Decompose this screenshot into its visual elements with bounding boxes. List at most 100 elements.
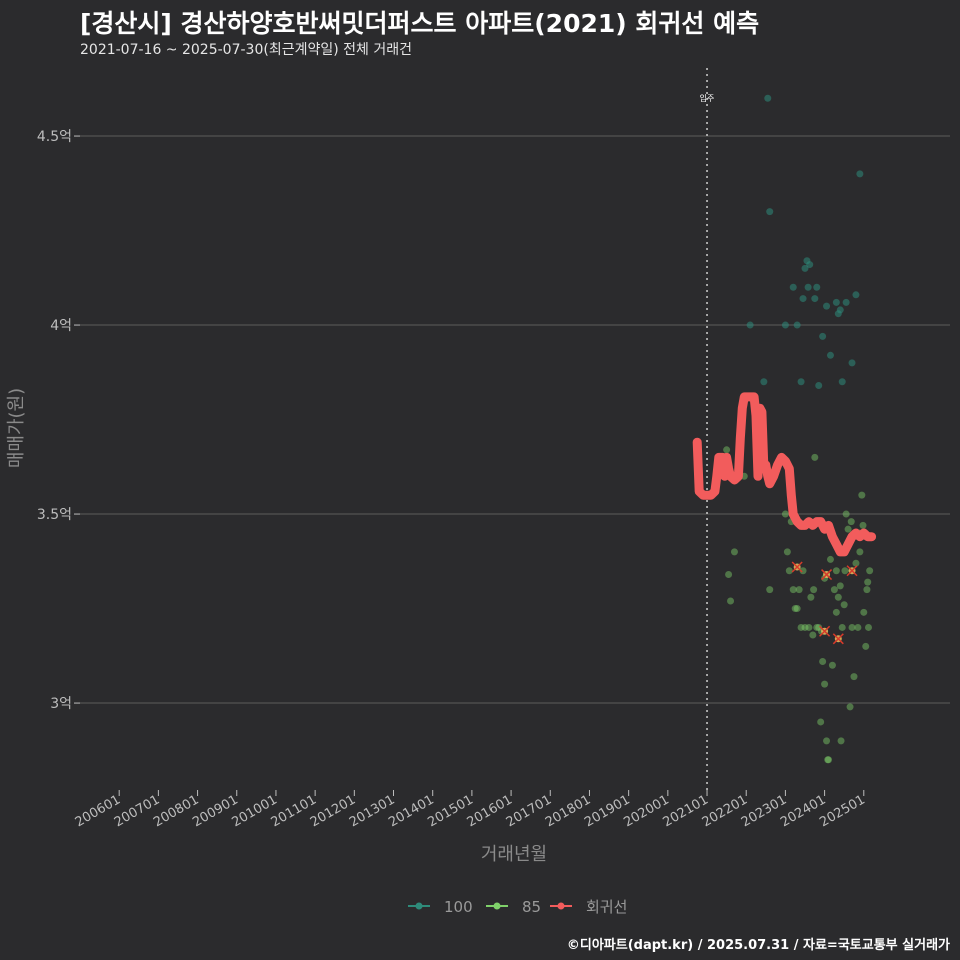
point-85 <box>823 737 831 745</box>
point-85 <box>797 623 805 631</box>
point-100 <box>793 321 801 329</box>
point-85 <box>836 582 844 590</box>
highlight-marker <box>819 625 831 637</box>
legend-label: 85 <box>522 898 541 916</box>
legend-marker <box>557 902 565 910</box>
chart-subtitle: 2021-07-16 ~ 2025-07-30(최근계약일) 전체 거래건 <box>80 42 412 58</box>
point-100 <box>764 94 772 102</box>
point-85 <box>863 586 871 594</box>
y-tick-label: 3억 <box>50 696 72 712</box>
point-85 <box>811 453 819 461</box>
highlight-marker <box>832 633 844 645</box>
highlight-marker <box>821 569 833 581</box>
point-85 <box>852 559 860 567</box>
point-100 <box>852 291 860 299</box>
point-100 <box>746 321 754 329</box>
point-85 <box>838 623 846 631</box>
point-85 <box>825 756 833 764</box>
point-85 <box>809 631 817 639</box>
point-85 <box>847 518 855 526</box>
point-100 <box>836 306 844 314</box>
y-tick-label: 3.5억 <box>37 507 72 523</box>
point-85 <box>826 555 834 563</box>
point-100 <box>811 295 819 303</box>
point-85 <box>789 586 797 594</box>
point-100 <box>799 295 807 303</box>
point-100 <box>789 283 797 291</box>
x-axis-ticks: 2006012007012008012009012010012011012012… <box>73 790 868 830</box>
point-100 <box>819 332 827 340</box>
point-100 <box>815 382 823 390</box>
point-100 <box>797 378 805 386</box>
legend-marker <box>493 902 501 910</box>
point-85 <box>817 718 825 726</box>
point-85 <box>854 623 862 631</box>
point-85 <box>832 567 840 575</box>
point-100 <box>842 298 850 306</box>
highlight-x-b <box>791 561 803 573</box>
highlight-marker <box>791 561 803 573</box>
point-85 <box>828 661 836 669</box>
point-85 <box>799 567 807 575</box>
point-100 <box>856 170 864 178</box>
point-85 <box>844 525 852 533</box>
point-100 <box>781 321 789 329</box>
point-85 <box>866 567 874 575</box>
move-in-label: 입주 <box>700 94 715 103</box>
point-85 <box>832 608 840 616</box>
point-100 <box>806 261 814 269</box>
point-100 <box>813 283 821 291</box>
point-85 <box>834 593 842 601</box>
highlight-x-b <box>846 565 858 577</box>
legend-layer: 100 85 회귀선 <box>408 898 627 916</box>
point-85 <box>791 605 799 613</box>
point-85 <box>766 586 774 594</box>
legend-label: 회귀선 <box>586 898 627 916</box>
point-85 <box>842 510 850 518</box>
point-85 <box>730 548 738 556</box>
legend-label: 100 <box>444 898 473 916</box>
chart-title: [경산시] 경산하양호반써밋더퍼스트 아파트(2021) 회귀선 예측 <box>80 9 760 38</box>
highlight-x-b <box>821 569 833 581</box>
point-100 <box>804 283 812 291</box>
point-85 <box>856 548 864 556</box>
y-tick-label: 4억 <box>50 318 72 334</box>
point-100 <box>801 264 809 272</box>
point-85 <box>848 623 856 631</box>
footer-credit: ©디아파트(dapt.kr) / 2025.07.31 / 자료=국토교통부 실… <box>566 938 950 953</box>
point-85 <box>813 623 821 631</box>
point-85 <box>785 567 793 575</box>
point-85 <box>840 601 848 609</box>
point-85 <box>783 548 791 556</box>
point-85 <box>727 597 735 605</box>
highlight-marker <box>846 565 858 577</box>
point-85 <box>841 567 849 575</box>
point-85 <box>793 605 801 613</box>
point-85 <box>830 586 838 594</box>
point-85 <box>850 673 858 681</box>
point-85 <box>846 703 854 711</box>
point-85 <box>864 623 872 631</box>
annotation-layer: 입주 <box>700 68 715 790</box>
y-tick-label: 4.5억 <box>37 129 72 145</box>
regression-line <box>692 392 877 557</box>
highlight-x-b <box>832 633 844 645</box>
point-85 <box>821 680 829 688</box>
point-100 <box>848 359 856 367</box>
point-85 <box>805 623 813 631</box>
legend-marker <box>415 902 423 910</box>
point-85 <box>859 521 867 529</box>
point-85 <box>725 571 733 579</box>
highlight-x-b <box>819 625 831 637</box>
x-tick-label: 202501 <box>817 792 867 830</box>
point-85 <box>860 608 868 616</box>
series-layer <box>692 94 877 764</box>
point-85 <box>807 593 815 601</box>
point-85 <box>837 737 845 745</box>
point-100 <box>826 351 834 359</box>
point-85 <box>795 586 803 594</box>
point-100 <box>832 298 840 306</box>
point-85 <box>810 586 818 594</box>
point-85 <box>862 642 870 650</box>
